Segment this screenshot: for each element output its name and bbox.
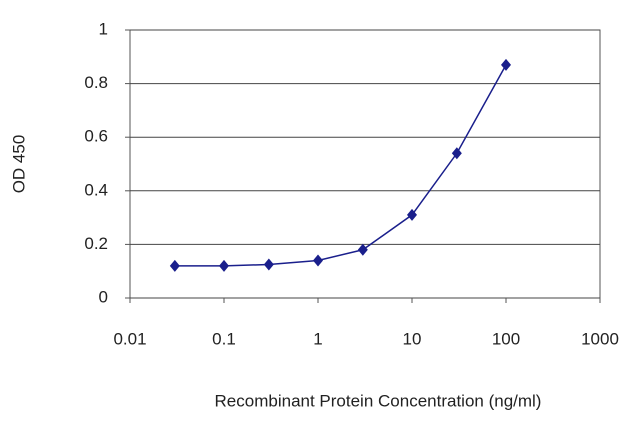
y-tick-label: 0 <box>99 287 108 306</box>
x-tick-label: 10 <box>403 329 422 348</box>
data-marker <box>357 243 368 256</box>
data-line <box>174 64 507 267</box>
x-tick-label: 0.1 <box>212 329 236 348</box>
plot-area <box>129 29 601 299</box>
y-tick-label: 0.8 <box>84 73 108 92</box>
x-tick-label: 1000 <box>581 329 619 348</box>
x-tick-label: 1 <box>313 329 322 348</box>
y-tick-label: 0.4 <box>84 180 108 199</box>
x-tick-label: 100 <box>492 329 520 348</box>
x-axis-label: Recombinant Protein Concentration (ng/ml… <box>215 391 542 410</box>
x-tick-label: 0.01 <box>113 329 146 348</box>
y-tick-label: 0.6 <box>84 127 108 146</box>
y-tick-label: 1 <box>99 19 108 38</box>
data-marker <box>501 58 511 71</box>
data-marker <box>451 147 462 160</box>
data-marker <box>219 259 229 272</box>
data-marker <box>407 208 417 221</box>
data-marker <box>313 254 323 267</box>
y-axis-label: OD 450 <box>9 135 28 194</box>
data-marker <box>169 259 180 272</box>
y-tick-label: 0.2 <box>84 234 108 253</box>
data-marker <box>263 258 274 271</box>
